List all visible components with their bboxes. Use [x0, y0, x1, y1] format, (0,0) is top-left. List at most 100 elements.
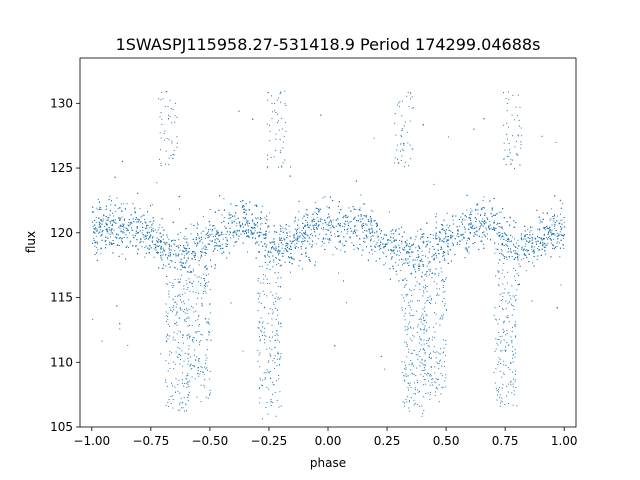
data-point [350, 230, 352, 232]
data-point [98, 201, 100, 203]
data-point [507, 245, 509, 247]
data-point [93, 231, 94, 233]
data-point [470, 214, 472, 215]
data-point [236, 241, 238, 242]
data-point [237, 230, 239, 232]
data-point [401, 264, 403, 266]
data-point [238, 110, 240, 112]
data-point [495, 228, 497, 229]
data-point [119, 217, 121, 219]
data-point [504, 233, 506, 235]
data-point [418, 245, 420, 247]
data-point [513, 244, 515, 246]
data-point [342, 217, 344, 219]
data-point [187, 316, 189, 318]
data-point [107, 230, 109, 232]
data-point [539, 222, 541, 224]
data-point [108, 227, 110, 228]
data-point [121, 241, 123, 243]
data-point [512, 236, 514, 238]
data-point [537, 248, 539, 249]
data-point [267, 264, 269, 266]
data-point [354, 230, 356, 232]
data-point [559, 222, 561, 224]
data-point [463, 226, 465, 228]
data-point [415, 236, 417, 238]
data-point [302, 240, 304, 242]
data-point [339, 224, 341, 226]
data-point [279, 364, 280, 366]
data-point [118, 255, 120, 257]
data-point [463, 237, 465, 239]
data-point [119, 218, 121, 220]
data-point [483, 118, 485, 120]
data-point [541, 239, 543, 241]
data-point [231, 222, 233, 224]
data-point [239, 230, 240, 232]
data-point [398, 245, 400, 247]
data-point [113, 215, 115, 217]
data-point [140, 238, 142, 240]
data-point [341, 231, 342, 233]
data-point [383, 246, 385, 248]
data-point [240, 225, 242, 227]
data-point [187, 245, 189, 246]
data-point [255, 243, 257, 245]
data-point [493, 229, 495, 230]
data-point [283, 238, 285, 240]
data-point [282, 244, 284, 246]
data-point [346, 229, 348, 230]
data-point [212, 225, 214, 227]
data-point [356, 220, 358, 222]
data-point [157, 252, 159, 254]
data-point [155, 247, 157, 249]
data-point [526, 234, 528, 235]
data-point [268, 250, 270, 252]
data-point [524, 234, 526, 236]
data-point [268, 225, 270, 227]
data-point [175, 253, 177, 255]
data-point [467, 237, 469, 239]
data-point [550, 218, 552, 220]
data-point [543, 242, 545, 244]
data-point [490, 213, 492, 215]
data-point [538, 237, 540, 239]
data-point [552, 248, 553, 249]
data-point [471, 210, 473, 212]
data-point [180, 265, 182, 266]
data-point [92, 211, 94, 213]
data-point [542, 212, 544, 214]
data-point [483, 207, 485, 209]
data-point [377, 236, 379, 238]
data-point [547, 234, 549, 235]
data-point [334, 246, 336, 248]
data-point [427, 257, 429, 259]
data-point [173, 305, 175, 307]
data-point [560, 233, 562, 235]
data-point [260, 223, 262, 225]
data-point [387, 239, 389, 241]
data-point [321, 241, 323, 243]
data-point [121, 216, 123, 218]
data-point [252, 221, 254, 223]
data-point [518, 245, 520, 247]
data-point [501, 235, 503, 237]
data-point [192, 238, 194, 240]
data-point [369, 252, 371, 254]
data-point [499, 223, 501, 224]
data-point [100, 208, 102, 210]
data-point [319, 233, 321, 235]
data-point [531, 238, 533, 240]
data-point [431, 256, 433, 258]
data-point [481, 220, 483, 222]
data-point [417, 250, 419, 252]
data-point [177, 278, 179, 280]
data-point [229, 232, 231, 234]
data-point [521, 236, 523, 238]
data-point [510, 248, 511, 250]
data-point [516, 242, 518, 244]
data-point [289, 240, 291, 242]
data-point [202, 230, 204, 232]
data-point [174, 266, 176, 268]
data-point [531, 242, 533, 244]
